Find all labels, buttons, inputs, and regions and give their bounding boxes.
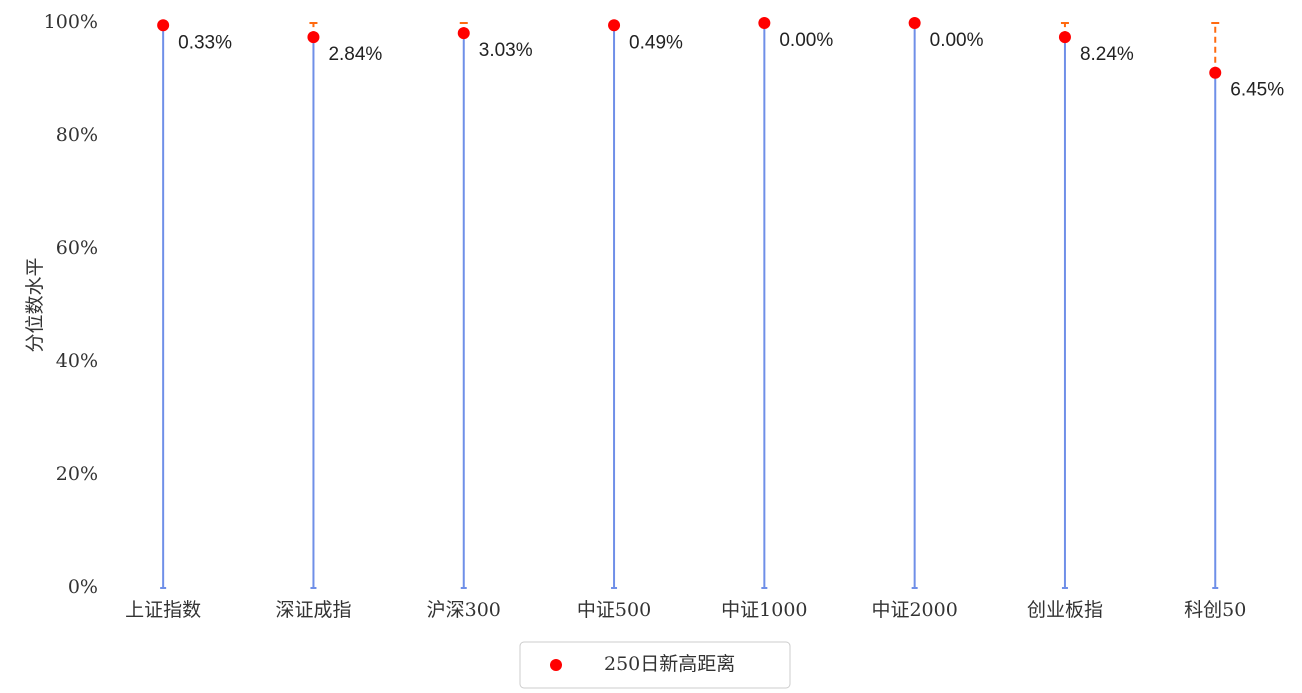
data-label: 0.00% (930, 30, 984, 51)
x-tick-label: 沪深300 (427, 599, 501, 621)
y-tick-label: 80% (56, 124, 98, 146)
y-tick-label: 40% (56, 350, 98, 372)
y-tick-label: 100% (44, 11, 98, 33)
data-label: 8.24% (1080, 44, 1134, 65)
dot (457, 27, 470, 40)
x-tick-label: 上证指数 (125, 599, 201, 621)
dot (758, 17, 771, 29)
x-tick-label: 中证500 (577, 599, 651, 621)
data-label: 3.03% (479, 40, 533, 61)
dot (908, 17, 921, 29)
x-tick-label: 深证成指 (275, 599, 351, 621)
y-axis-label: 分位数水平 (24, 257, 46, 352)
legend (519, 641, 791, 689)
data-label: 0.49% (629, 32, 683, 53)
dot (157, 19, 170, 32)
data-label: 2.84% (328, 44, 382, 65)
data-label: 6.45% (1230, 80, 1284, 101)
x-tick-label: 创业板指 (1027, 599, 1103, 621)
y-tick-label: 60% (56, 237, 98, 259)
legend-marker (550, 659, 562, 671)
y-tick-label: 0% (68, 576, 98, 598)
data-label: 0.00% (779, 30, 833, 51)
dot (1058, 31, 1071, 44)
legend-label: 250日新高距离 (604, 653, 735, 675)
dot (608, 19, 621, 32)
x-tick-label: 科创50 (1184, 599, 1246, 621)
data-label: 0.33% (178, 32, 232, 53)
y-tick-label: 20% (56, 463, 98, 485)
dot (307, 31, 320, 44)
x-tick-label: 中证1000 (721, 599, 807, 621)
x-tick-label: 中证2000 (871, 599, 957, 621)
dot (1209, 66, 1222, 79)
